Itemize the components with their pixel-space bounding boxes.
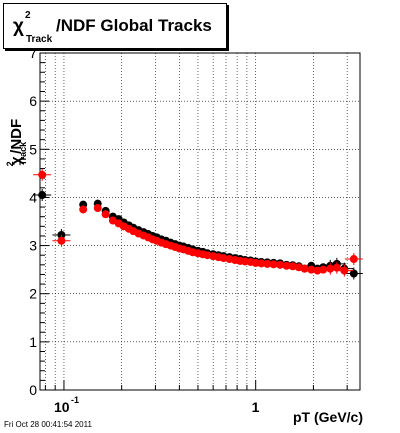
chart-title: /NDF Global Tracks (56, 16, 212, 35)
data-point (307, 265, 316, 274)
grid-lines (40, 53, 360, 390)
y-tick-label: 1 (29, 334, 37, 350)
data-point (38, 191, 47, 200)
data-point (282, 261, 291, 270)
data-point (319, 265, 328, 274)
series-1 (33, 168, 363, 277)
data-point (269, 260, 278, 269)
y-axis-label: χ2 Track/NDF (0, 0, 60, 170)
y-tick-label: 3 (29, 238, 37, 254)
data-point (101, 210, 110, 219)
title-subscript: Track (26, 34, 53, 45)
y-tick-label: 0 (29, 382, 37, 398)
y-tick-label: 7 (29, 45, 37, 61)
data-point (93, 204, 102, 213)
axis-ticks (40, 52, 348, 391)
x-axis-label: pT (GeV/c) (293, 409, 364, 425)
data-point (38, 170, 47, 179)
data-point (300, 264, 309, 273)
x-tick-exponent: -1 (71, 395, 79, 405)
data-point (340, 266, 349, 275)
series-0 (33, 189, 363, 280)
ylabel-subscript: Track (18, 141, 28, 166)
x-tick-label: 1 (252, 399, 260, 415)
data-point (349, 255, 358, 264)
title-superscript: 2 (25, 10, 31, 21)
x-tick-label: 10 (54, 399, 70, 415)
data-point (326, 264, 335, 273)
y-tick-label: 4 (29, 189, 37, 205)
y-tick-label: 6 (29, 93, 37, 109)
data-point (57, 236, 66, 245)
data-series (33, 168, 363, 280)
ylabel-superscript: 2 (5, 161, 15, 167)
tick-labels: 0 1 2 3 4 5 6 7 10 -1 1 (29, 45, 259, 415)
data-point (349, 269, 358, 278)
data-point (219, 254, 228, 263)
data-point (332, 263, 341, 272)
timestamp-footer: Fri Oct 28 00:41:54 2011 (4, 420, 92, 429)
data-point (79, 205, 88, 214)
chart-title-box: χ 2 Track /NDF Global Tracks (3, 3, 227, 49)
y-tick-label: 5 (29, 141, 37, 157)
data-point (276, 260, 285, 269)
plot-frame (39, 52, 361, 391)
title-chi-symbol: χ (13, 16, 24, 37)
data-point (288, 262, 297, 271)
data-point (263, 259, 272, 268)
y-tick-label: 2 (29, 286, 37, 302)
data-point (257, 259, 266, 268)
